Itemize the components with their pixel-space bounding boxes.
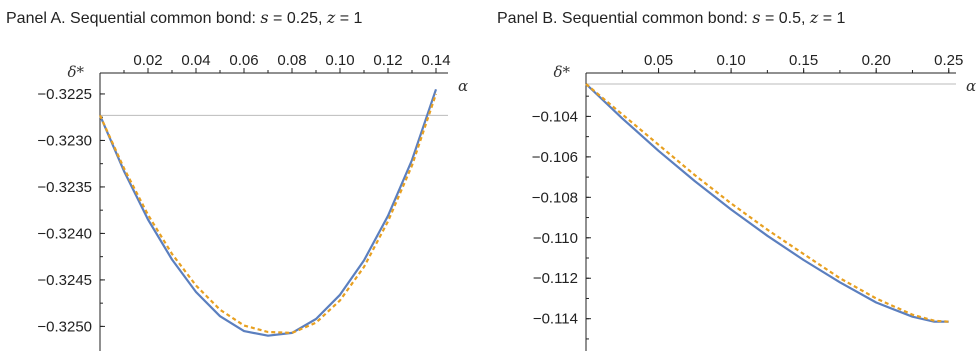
panel-b-title-prefix: Panel B. Sequential common bond: xyxy=(497,10,753,27)
panel-b-title: Panel B. Sequential common bond: s = 0.5… xyxy=(497,8,845,28)
panel-b-y-tick-label: −0.114 xyxy=(533,311,578,328)
panel-a-y-tick-label: −0.3245 xyxy=(37,272,92,289)
panel-b-series-dashed xyxy=(585,83,949,323)
panel-b-series-solid xyxy=(585,83,949,323)
panel-a-s-value: = 0.25, xyxy=(268,10,327,27)
panel-a-y-tick-label: −0.3250 xyxy=(37,318,92,335)
panel-b-x-tick-label: 0.05 xyxy=(644,52,673,69)
panel-b-chart: 0.05 0.10 0.15 0.20 0.25 −0.104 −0.106 −0.108 −0… xyxy=(532,52,976,351)
panel-b-y-tick-label: −0.112 xyxy=(533,270,578,287)
panel-a-x-tick-label: 0.08 xyxy=(277,52,306,69)
panel-a-y-axis-label: δ* xyxy=(67,63,84,81)
panel-b-x-tick-label: 0.20 xyxy=(862,52,891,69)
panel-a-x-tick-label: 0.14 xyxy=(421,52,450,69)
panel-a-s-symbol: s xyxy=(260,8,269,27)
panel-a-x-tick-label: 0.10 xyxy=(325,52,354,69)
panel-a-x-tick-label: 0.02 xyxy=(133,52,162,69)
panel-b-x-tick-label: 0.15 xyxy=(789,52,818,69)
panel-b-s-symbol: s xyxy=(752,8,761,27)
panel-a-series-solid xyxy=(98,88,438,337)
panel-b-x-tick-label: 0.25 xyxy=(934,52,963,69)
panel-b-x-tick-label: 0.10 xyxy=(716,52,745,69)
panel-b-y-tick-label: −0.104 xyxy=(532,108,578,125)
panel-a-title: Panel A. Sequential common bond: s = 0.2… xyxy=(6,8,362,28)
panel-a-y-tick-label: −0.3240 xyxy=(37,225,92,242)
panel-a-z-value: = 1 xyxy=(335,10,363,27)
panel-a-x-tick-label: 0.06 xyxy=(229,52,258,69)
panel-a-x-tick-label: 0.12 xyxy=(373,52,402,69)
panel-a-chart: 0.02 0.04 0.06 0.08 0.10 0.12 0.14 −0.3225 −0.32… xyxy=(37,52,468,351)
panel-b-s-value: = 0.5, xyxy=(760,10,810,27)
panel-b-y-tick-label: −0.106 xyxy=(532,149,578,166)
panel-b-y-tick-label: −0.108 xyxy=(532,189,578,206)
panel-b-z-value: = 1 xyxy=(818,10,846,27)
panel-a-y-tick-label: −0.3225 xyxy=(37,86,92,103)
panel-a-series-dashed xyxy=(98,93,438,334)
panel-b-x-axis-label: α xyxy=(966,77,976,95)
panel-a-z-symbol: z xyxy=(326,8,336,27)
panel-a-y-tick-label: −0.3230 xyxy=(37,132,92,149)
panel-a-x-axis-label: α xyxy=(458,77,468,95)
panel-b-y-tick-label: −0.110 xyxy=(533,230,578,247)
panel-a-x-tick-label: 0.04 xyxy=(181,52,210,69)
panel-a-y-tick-label: −0.3235 xyxy=(37,179,92,196)
panel-b-z-symbol: z xyxy=(809,8,819,27)
panel-a-title-prefix: Panel A. Sequential common bond: xyxy=(6,10,261,27)
panel-b-y-axis-label: δ* xyxy=(553,63,570,81)
